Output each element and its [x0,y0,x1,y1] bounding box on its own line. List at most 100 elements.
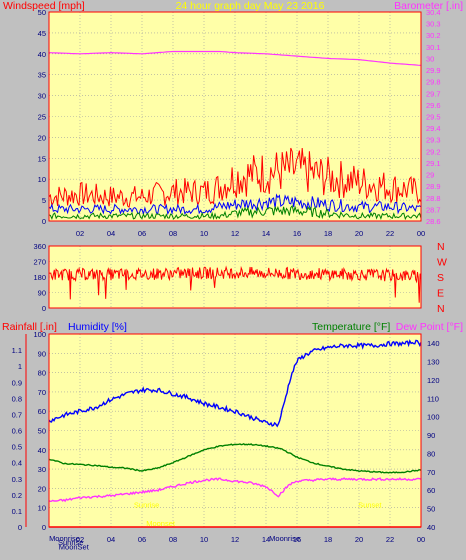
temp-plot-frame [48,333,422,528]
rainfall-tick-label: 0.1 [12,507,22,516]
barometer-tick-label: 30.4 [426,8,441,17]
rainfall-tick-label: 0.5 [12,443,22,452]
dewpoint-line [48,477,422,503]
barometer-tick-label: 30 [426,54,434,63]
compass-label: W [437,257,447,269]
windspeed-tick-label: 35 [38,71,46,80]
wind-low-line [48,204,422,221]
astro-annotation: Moonrise [269,534,300,543]
wind-series [48,50,422,221]
humidity-tick-label: 100 [33,330,46,339]
x-tick-label: 06 [138,535,146,544]
rainfall-tick-label: 0.6 [12,427,22,436]
astro-annotations: SunriseMoonsetSunsetMoonriseMoonriseSunr… [49,501,382,552]
compass-label: S [437,272,444,284]
barometer-tick-label: 29 [426,171,434,180]
direction-plot-frame [48,245,422,309]
direction-tick-label: 180 [33,273,46,282]
barometer-tick-label: 29.8 [426,78,441,87]
wind-direction-line [48,265,422,303]
x-tick-label: 18 [324,535,332,544]
windspeed-tick-label: 0 [42,217,46,226]
direction-tick-label: 360 [33,242,46,251]
barometer-tick-label: 28.9 [426,182,441,191]
x-tick-label: 22 [386,229,394,238]
temperature-tick-label: 110 [427,394,439,403]
x-tick-label: 04 [107,229,115,238]
humidity-tick-label: 20 [38,484,46,493]
x-tick-label: 02 [76,229,84,238]
x-tick-label: 02 [76,535,84,544]
astro-annotation: Sunrise [58,538,83,547]
astro-annotation: Sunrise [134,501,159,510]
rainfall-tick-label: 0.9 [12,378,22,387]
temperature-tick-label: 50 [427,505,435,514]
temp-humidity-panel: Rainfall [.in] Humidity [%] Temperature … [2,321,463,551]
barometer-tick-label: 28.6 [426,217,441,226]
humidity-tick-label: 0 [42,523,46,532]
x-tick-label: 16 [293,535,301,544]
windspeed-tick-label: 15 [38,154,46,163]
barometer-tick-label: 29.3 [426,136,441,145]
x-tick-label: 16 [293,229,301,238]
x-tick-label: 10 [200,535,208,544]
rainfall-tick-label: 0.2 [12,491,22,500]
x-tick-label: 00 [417,535,425,544]
temperature-tick-label: 100 [427,413,440,422]
temperature-tick-label: 90 [427,431,435,440]
barometer-tick-label: 29.6 [426,101,441,110]
dewpoint-axis-label: Dew Point [°F] [396,321,463,333]
barometer-axis-label: Barometer [.in] [394,0,463,12]
temperature-axis-label: Temperature [°F] [312,321,390,333]
barometer-tick-label: 29.7 [426,89,441,98]
humidity-tick-label: 40 [38,446,46,455]
x-tick-label: 20 [355,535,363,544]
humidity-axis-label: Humidity [%] [68,321,127,333]
rainfall-axis-label: Rainfall [.in] [2,321,57,333]
x-tick-label: 12 [231,229,239,238]
barometer-tick-label: 29.4 [426,124,441,133]
humidity-tick-label: 30 [38,465,46,474]
windspeed-tick-label: 40 [38,50,46,59]
windspeed-tick-label: 5 [42,196,46,205]
x-tick-label: 14 [262,229,270,238]
direction-series [48,265,422,303]
barometer-tick-label: 30.1 [426,43,441,52]
compass-label: E [437,288,444,300]
x-tick-label: 20 [355,229,363,238]
barometer-tick-label: 29.1 [426,159,441,168]
compass-label: N [437,241,445,253]
rainfall-tick-label: 1 [18,362,22,371]
temperature-tick-label: 130 [427,358,440,367]
rainfall-tick-label: 1.1 [12,346,22,355]
x-tick-label: 12 [231,535,239,544]
rainfall-tick-label: 0.7 [12,410,22,419]
x-tick-label: 22 [386,535,394,544]
x-tick-label: 00 [417,229,425,238]
astro-annotation: Moonrise [49,534,80,543]
windspeed-tick-label: 10 [38,175,46,184]
temperature-line [48,442,422,474]
barometer-line [48,50,422,66]
wind-average-line [48,193,422,216]
rainfall-tick-label: 0.4 [12,459,22,468]
windspeed-tick-label: 25 [38,113,46,122]
astro-annotation: Moonset [146,519,176,528]
barometer-tick-label: 29.9 [426,66,441,75]
humidity-tick-label: 90 [38,349,46,358]
temp-tick-labels: 0 0.1 0.2 0.3 0.4 0.5 0.6 0.7 0.8 0.9 1 1.1 0 10 20 30 4… [12,330,440,544]
windspeed-tick-label: 20 [38,133,46,142]
rainfall-tick-label: 0.3 [12,475,22,484]
barometer-tick-label: 30.3 [426,20,441,29]
x-tick-label: 18 [324,229,332,238]
rainfall-tick-label: 0 [18,523,22,532]
x-tick-label: 08 [169,229,177,238]
barometer-tick-label: 29.2 [426,147,441,156]
humidity-tick-label: 60 [38,407,46,416]
humidity-tick-label: 70 [38,388,46,397]
chart-title: 24 hour graph day May 23 2016 [176,0,325,12]
barometer-tick-label: 28.7 [426,205,441,214]
